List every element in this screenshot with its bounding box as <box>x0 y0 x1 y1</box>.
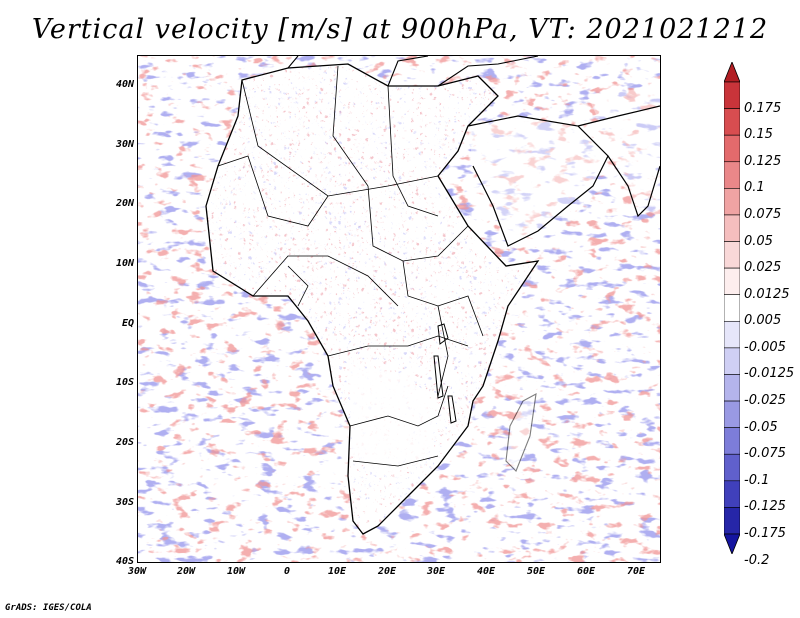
colorbar-label: -0.0125 <box>744 366 795 382</box>
colorbar-label: -0.025 <box>744 393 786 409</box>
lon-label-50e: 50E <box>526 566 546 577</box>
lon-label-40e: 40E <box>476 566 496 577</box>
grads-credit: GrADS: IGES/COLA <box>5 603 92 613</box>
colorbar-swatch <box>724 320 740 349</box>
colorbar-swatch <box>724 134 740 163</box>
lon-label-70e: 70E <box>626 566 646 577</box>
colorbar-label: 0.175 <box>744 100 782 116</box>
lon-label-20w: 20W <box>176 566 196 577</box>
colorbar-label: 0.05 <box>744 233 773 249</box>
colorbar-swatch <box>724 188 740 216</box>
vertical-velocity-field <box>138 56 660 562</box>
colorbar-label: -0.125 <box>744 499 786 515</box>
colorbar <box>724 62 740 554</box>
colorbar-label: 0.0125 <box>744 286 790 302</box>
colorbar-swatch <box>724 81 740 109</box>
lat-label-20n: 20N <box>115 198 134 209</box>
colorbar-bottom-arrow <box>724 533 740 554</box>
colorbar-label: -0.1 <box>744 472 770 488</box>
lon-label-30w: 30W <box>127 566 147 577</box>
colorbar-swatch <box>724 241 740 269</box>
colorbar-label: -0.175 <box>744 526 786 541</box>
colorbar-label: 0.005 <box>744 313 782 329</box>
colorbar-swatch <box>724 108 740 136</box>
colorbar-swatch <box>724 480 740 508</box>
colorbar-label: -0.05 <box>744 419 778 435</box>
colorbar-swatch <box>724 507 740 535</box>
lon-label-60e: 60E <box>576 566 596 577</box>
colorbar-swatch <box>724 347 740 375</box>
colorbar-swatch <box>724 267 740 296</box>
colorbar-swatch <box>724 427 740 455</box>
map-title: Vertical velocity [m/s] at 900hPa, VT: 2… <box>31 14 769 45</box>
lon-label-10w: 10W <box>226 566 246 577</box>
colorbar-swatch <box>724 453 740 482</box>
colorbar-swatch <box>724 294 740 322</box>
colorbar-label: 0.025 <box>744 260 782 276</box>
lon-label-10e: 10E <box>327 566 347 577</box>
lat-label-10s: 10S <box>115 377 134 388</box>
colorbar-label: 0.15 <box>744 127 773 143</box>
colorbar-swatch <box>724 214 740 242</box>
colorbar-label: 0.125 <box>744 153 782 169</box>
lon-label-0: 0 <box>283 566 291 577</box>
colorbar-swatch <box>724 374 740 402</box>
colorbar-top-arrow <box>724 62 740 83</box>
lon-label-20e: 20E <box>377 566 397 577</box>
map-panel <box>137 55 661 563</box>
colorbar-label: 0.075 <box>744 206 782 222</box>
colorbar-swatch <box>724 161 740 189</box>
lon-label-30e: 30E <box>426 566 446 577</box>
lat-label-30n: 30N <box>115 139 134 150</box>
colorbar-label: 0.1 <box>744 180 765 196</box>
lat-label-20s: 20S <box>115 437 134 448</box>
lat-label-40n: 40N <box>115 79 134 90</box>
colorbar-label: -0.2 <box>744 552 770 568</box>
colorbar-label: -0.075 <box>744 446 786 462</box>
lat-label-eq: EQ <box>121 318 134 329</box>
lat-label-10n: 10N <box>115 258 134 269</box>
lat-label-40s: 40S <box>115 556 134 567</box>
colorbar-swatch <box>724 400 740 428</box>
lat-label-30s: 30S <box>115 497 134 508</box>
colorbar-label: -0.005 <box>744 339 786 355</box>
